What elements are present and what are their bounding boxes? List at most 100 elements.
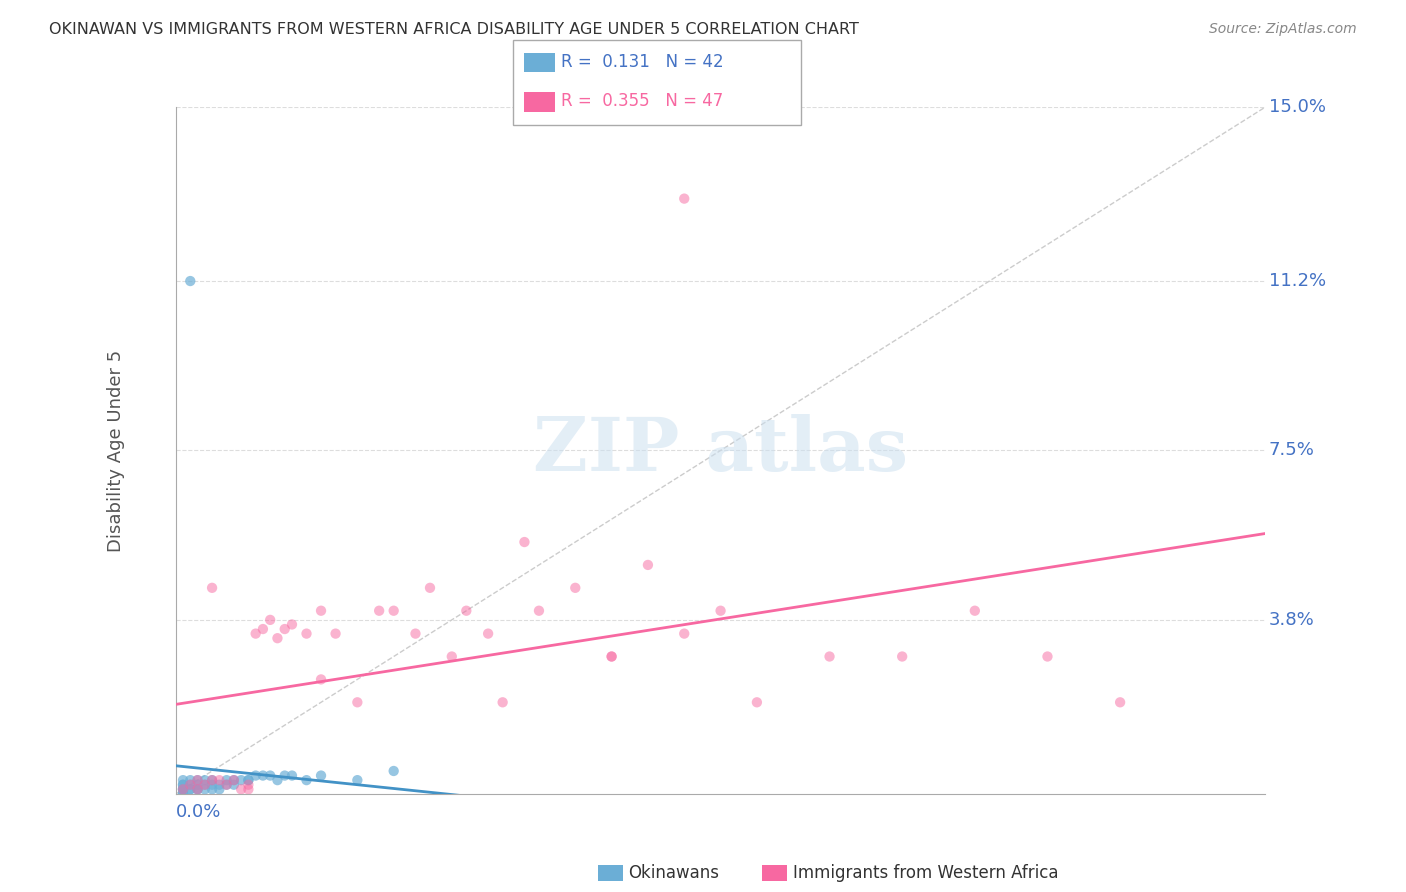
Point xyxy=(245,626,267,640)
Point xyxy=(172,782,194,797)
Point xyxy=(513,535,536,549)
Point xyxy=(346,773,368,788)
Point xyxy=(1036,649,1059,664)
Point xyxy=(281,617,304,632)
Point xyxy=(201,782,224,797)
Point xyxy=(201,581,224,595)
Point xyxy=(201,773,224,788)
Point xyxy=(172,782,194,797)
Point xyxy=(963,604,986,618)
Point xyxy=(186,782,209,797)
Point xyxy=(194,782,217,797)
Point xyxy=(266,773,288,788)
Text: Okinawans: Okinawans xyxy=(628,864,720,882)
Text: R =  0.355   N = 47: R = 0.355 N = 47 xyxy=(561,92,723,110)
Point xyxy=(179,773,201,788)
Point xyxy=(201,778,224,792)
Point xyxy=(172,787,194,801)
Point xyxy=(252,622,274,636)
Point xyxy=(527,604,550,618)
Text: 15.0%: 15.0% xyxy=(1268,98,1326,116)
Point xyxy=(1109,695,1132,709)
Text: OKINAWAN VS IMMIGRANTS FROM WESTERN AFRICA DISABILITY AGE UNDER 5 CORRELATION CH: OKINAWAN VS IMMIGRANTS FROM WESTERN AFRI… xyxy=(49,22,859,37)
Point xyxy=(405,626,427,640)
Point xyxy=(368,604,391,618)
Point xyxy=(274,768,297,782)
Point xyxy=(222,773,245,788)
Point xyxy=(309,604,332,618)
Point xyxy=(281,768,304,782)
Text: Immigrants from Western Africa: Immigrants from Western Africa xyxy=(793,864,1059,882)
Point xyxy=(215,778,238,792)
Point xyxy=(179,778,201,792)
Point xyxy=(172,782,194,797)
Point xyxy=(238,778,260,792)
Point xyxy=(215,773,238,788)
Point xyxy=(382,604,405,618)
Point xyxy=(710,604,733,618)
Text: 11.2%: 11.2% xyxy=(1268,272,1326,290)
Point xyxy=(891,649,914,664)
Point xyxy=(222,773,245,788)
Text: Disability Age Under 5: Disability Age Under 5 xyxy=(107,350,125,551)
Point xyxy=(208,773,231,788)
Point xyxy=(492,695,515,709)
Point xyxy=(295,626,318,640)
Point xyxy=(259,768,281,782)
Point xyxy=(194,773,217,788)
Point xyxy=(252,768,274,782)
Point xyxy=(600,649,623,664)
Point xyxy=(346,695,368,709)
Point xyxy=(382,764,405,778)
Point xyxy=(186,782,209,797)
Point xyxy=(179,782,201,797)
Point xyxy=(208,778,231,792)
Point xyxy=(215,778,238,792)
Point xyxy=(186,773,209,788)
Point xyxy=(172,782,194,797)
Point xyxy=(637,558,659,572)
Point xyxy=(477,626,499,640)
Text: 7.5%: 7.5% xyxy=(1268,442,1315,459)
Point xyxy=(172,773,194,788)
Point xyxy=(201,773,224,788)
Point xyxy=(194,778,217,792)
Text: Source: ZipAtlas.com: Source: ZipAtlas.com xyxy=(1209,22,1357,37)
Point xyxy=(600,649,623,664)
Point xyxy=(325,626,347,640)
Point xyxy=(309,768,332,782)
Point xyxy=(266,631,288,645)
Point xyxy=(295,773,318,788)
Point xyxy=(238,782,260,797)
Point xyxy=(440,649,463,664)
Point xyxy=(179,778,201,792)
Point xyxy=(309,673,332,687)
Point xyxy=(172,778,194,792)
Point xyxy=(186,773,209,788)
Point xyxy=(222,778,245,792)
Text: ZIP atlas: ZIP atlas xyxy=(533,414,908,487)
Text: 3.8%: 3.8% xyxy=(1268,611,1315,629)
Point xyxy=(186,782,209,797)
Point xyxy=(172,778,194,792)
Point xyxy=(231,773,253,788)
Point xyxy=(745,695,768,709)
Point xyxy=(208,782,231,797)
Point xyxy=(673,626,696,640)
Point xyxy=(245,768,267,782)
Text: R =  0.131   N = 42: R = 0.131 N = 42 xyxy=(561,54,724,71)
Point xyxy=(564,581,586,595)
Point xyxy=(194,778,217,792)
Point xyxy=(259,613,281,627)
Point xyxy=(179,274,201,288)
Point xyxy=(419,581,441,595)
Point xyxy=(673,192,696,206)
Point xyxy=(456,604,478,618)
Point xyxy=(818,649,841,664)
Point xyxy=(172,787,194,801)
Point xyxy=(238,773,260,788)
Point xyxy=(179,782,201,797)
Point xyxy=(274,622,297,636)
Point xyxy=(231,782,253,797)
Point xyxy=(186,778,209,792)
